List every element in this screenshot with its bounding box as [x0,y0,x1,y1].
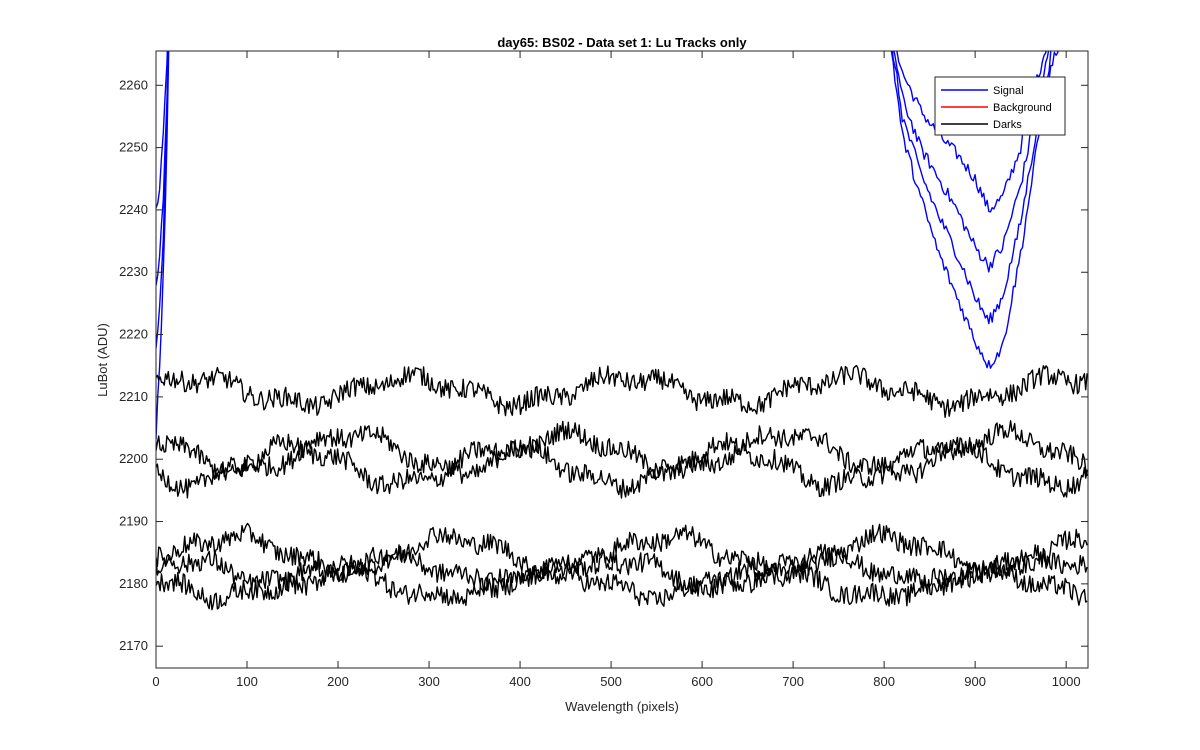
legend-box [934,76,1066,136]
x-tick-label: 700 [782,674,804,689]
x-tick-label: 200 [327,674,349,689]
x-tick-label: 400 [509,674,531,689]
darks-series-line [156,364,1088,418]
y-tick-label: 2230 [119,264,148,279]
x-tick-label: 100 [236,674,258,689]
x-tick-label: 500 [600,674,622,689]
x-tick-label: 600 [691,674,713,689]
y-tick-label: 2180 [119,576,148,591]
darks-series-line [156,420,1088,484]
legend-label-darks: Darks [993,119,1022,131]
y-tick-label: 2210 [119,389,148,404]
legend-label-signal: Signal [993,85,1024,97]
x-tick-label: 900 [964,674,986,689]
x-tick-label: 0 [152,674,159,689]
y-tick-label: 2200 [119,451,148,466]
chart-title: day65: BS02 - Data set 1: Lu Tracks only [497,35,747,50]
x-tick-label: 300 [418,674,440,689]
signal-series-line [156,51,1050,286]
x-tick-label: 800 [873,674,895,689]
legend-label-background: Background [993,102,1052,114]
legend: Signal Background Darks [934,76,1066,136]
darks-series-line [156,432,1088,499]
ticks-layer: 0 100 200 300 400 500 600 700 800 900 1000 2170 2180… [119,51,1088,689]
y-tick-label: 2220 [119,327,148,342]
plot-frame [155,50,1089,669]
y-tick-label: 2260 [119,77,148,92]
y-tick-label: 2240 [119,202,148,217]
y-tick-label: 2190 [119,514,148,529]
y-tick-label: 2170 [119,638,148,653]
darks-series-line [156,522,1088,583]
y-tick-label: 2250 [119,140,148,155]
darks-series-line [156,557,1088,611]
y-axis-label: LuBot (ADU) [95,323,110,397]
darks-series-line [156,544,1088,599]
signal-series-line [156,51,1059,440]
x-tick-label: 1000 [1052,674,1081,689]
signal-series-line [156,51,1053,349]
x-axis-label: Wavelength (pixels) [565,699,679,714]
